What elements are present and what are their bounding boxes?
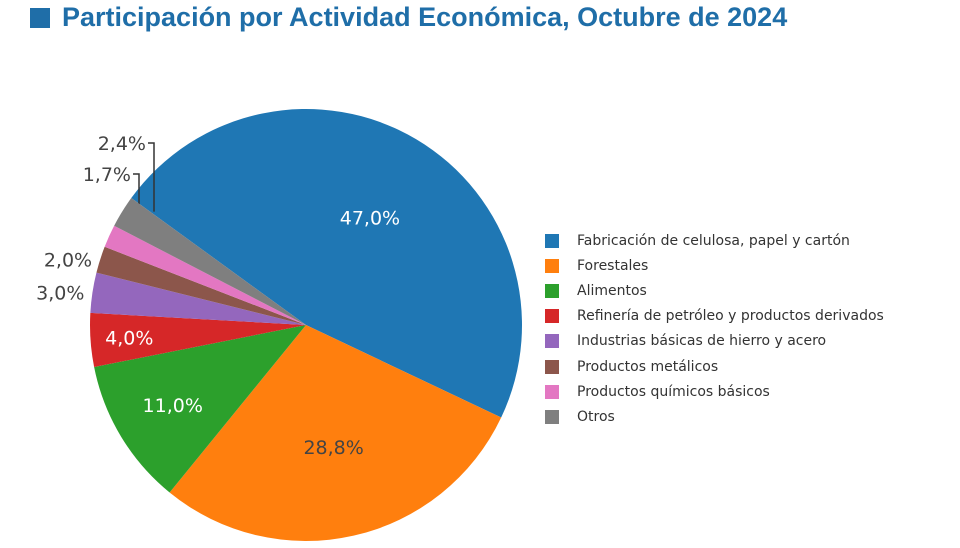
legend-swatch xyxy=(545,309,559,324)
legend-swatch xyxy=(545,258,559,273)
legend-label: Fabricación de celulosa, papel y cartón xyxy=(577,232,850,249)
data-label-fabricacion-de-celulosa-papel-y-carton: 47,0% xyxy=(340,207,400,229)
legend-swatch xyxy=(545,359,559,374)
pie-slice-forestales xyxy=(169,325,502,541)
data-label-productos-quimicos-basicos: 1,7% xyxy=(83,164,131,186)
legend-swatch xyxy=(545,283,559,298)
legend-item-forestales: Forestales xyxy=(545,253,884,278)
legend-label: Refinería de petróleo y productos deriva… xyxy=(577,308,884,325)
data-label-alimentos: 11,0% xyxy=(143,395,203,417)
legend-label: Alimentos xyxy=(577,282,647,299)
legend-item-refineria-de-petroleo-y-productos-derivados: Refinería de petróleo y productos deriva… xyxy=(545,304,884,329)
data-label-industrias-basicas-de-hierro-y-acero: 3,0% xyxy=(36,283,84,305)
data-label-otros: 2,4% xyxy=(98,133,146,155)
legend-item-fabricacion-de-celulosa-papel-y-carton: Fabricación de celulosa, papel y cartón xyxy=(545,228,884,253)
legend-swatch xyxy=(545,233,559,248)
pie-slice-fabricacion-de-celulosa-papel-y-carton xyxy=(131,109,522,418)
data-label-refineria-de-petroleo-y-productos-derivados: 4,0% xyxy=(105,327,153,349)
pie-slice-otros xyxy=(114,198,306,325)
legend-item-otros: Otros xyxy=(545,404,884,429)
pie-slice-industrias-basicas-de-hierro-y-acero xyxy=(90,272,306,325)
title-row: Participación por Actividad Económica, O… xyxy=(30,2,787,33)
legend-item-alimentos: Alimentos xyxy=(545,278,884,303)
legend-label: Industrias básicas de hierro y acero xyxy=(577,333,827,350)
pie-slice-alimentos xyxy=(94,325,307,493)
legend-label: Productos químicos básicos xyxy=(577,383,770,400)
legend-item-productos-quimicos-basicos: Productos químicos básicos xyxy=(545,379,884,404)
legend-label: Productos metálicos xyxy=(577,358,719,375)
legend-label: Forestales xyxy=(577,257,649,274)
leader-line-otros xyxy=(148,142,155,212)
legend: Fabricación de celulosa, papel y cartón F… xyxy=(545,228,884,430)
legend-item-productos-metalicos: Productos metálicos xyxy=(545,354,884,379)
data-label-forestales: 28,8% xyxy=(303,437,363,459)
legend-label: Otros xyxy=(577,408,615,425)
legend-item-industrias-basicas-de-hierro-y-acero: Industrias básicas de hierro y acero xyxy=(545,329,884,354)
pie-slice-refineria-de-petroleo-y-productos-derivados xyxy=(90,312,306,367)
title-square-icon xyxy=(30,7,50,28)
pie-slice-productos-metalicos xyxy=(96,246,307,325)
pie-slice-productos-quimicos-basicos xyxy=(104,225,306,325)
data-label-productos-metalicos: 2,0% xyxy=(44,250,92,272)
chart-title: Participación por Actividad Económica, O… xyxy=(62,2,788,32)
legend-swatch xyxy=(545,384,559,399)
legend-swatch xyxy=(545,334,559,349)
legend-swatch xyxy=(545,409,559,424)
